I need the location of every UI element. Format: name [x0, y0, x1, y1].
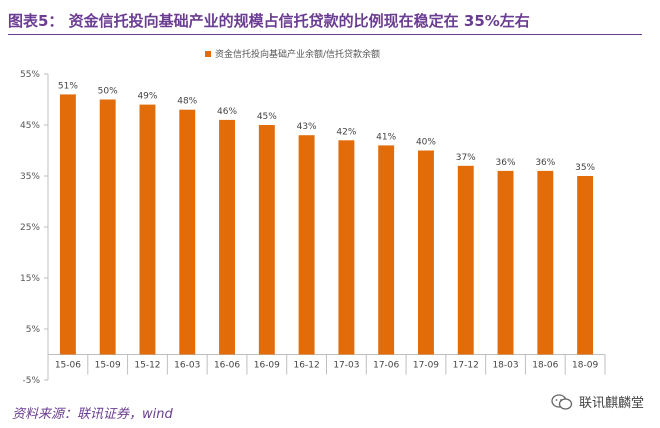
y-tick-label: 15%: [20, 274, 40, 284]
bar: [577, 176, 594, 355]
bar: [99, 99, 116, 355]
wechat-icon: [551, 393, 573, 410]
data-label: 35%: [575, 163, 595, 173]
x-tick-label: 16-12: [294, 361, 320, 371]
data-label: 49%: [137, 92, 157, 102]
y-tick-label: 25%: [20, 223, 40, 233]
data-label: 36%: [496, 158, 516, 168]
y-tick-label: 55%: [20, 70, 40, 80]
data-label: 45%: [257, 112, 277, 122]
x-tick-label: 17-09: [413, 361, 439, 371]
data-label: 46%: [217, 107, 237, 117]
watermark-label: 联讯麒麟堂: [578, 396, 644, 411]
data-label: 43%: [297, 122, 317, 132]
x-tick-label: 16-09: [254, 361, 280, 371]
legend-label: 资金信托投向基础产业余额/信托贷款余额: [215, 50, 381, 60]
x-tick-label: 15-09: [95, 361, 121, 371]
bar: [497, 170, 514, 355]
bar: [139, 104, 156, 355]
y-tick-label: 35%: [20, 172, 40, 182]
data-label: 37%: [456, 153, 476, 163]
x-tick-label: 17-03: [333, 361, 359, 371]
bar: [378, 145, 395, 355]
bar: [59, 94, 76, 355]
x-tick-label: 17-06: [373, 361, 399, 371]
x-tick-label: 15-12: [134, 361, 160, 371]
y-tick-label: 5%: [26, 325, 41, 335]
chart-title: 图表5： 资金信托投向基础产业的规模占信托贷款的比例现在稳定在 35%左右: [8, 12, 530, 30]
x-tick-label: 16-03: [174, 361, 200, 371]
bar: [258, 125, 275, 355]
x-tick-label: 17-12: [453, 361, 479, 371]
title-divider: [8, 34, 642, 35]
bar: [418, 150, 434, 355]
y-tick-label: 45%: [20, 121, 40, 131]
data-label: 51%: [58, 81, 78, 91]
bar: [338, 140, 355, 355]
bar: [537, 170, 554, 355]
x-tick-label: 18-06: [532, 361, 558, 371]
chart-legend: 资金信托投向基础产业余额/信托贷款余额: [205, 47, 380, 60]
bar: [457, 165, 474, 355]
data-label: 40%: [416, 138, 436, 148]
data-label: 50%: [98, 87, 118, 97]
x-tick-label: 18-03: [492, 361, 518, 371]
bar: [298, 135, 315, 355]
data-label: 48%: [177, 97, 197, 107]
data-label: 36%: [535, 158, 555, 168]
x-tick-label: 18-09: [572, 361, 598, 371]
bar: [179, 109, 196, 355]
bar: [219, 119, 235, 355]
source-note: 资料来源：联讯证券，wind: [12, 407, 173, 422]
data-label: 41%: [376, 132, 396, 142]
data-label: 42%: [336, 127, 356, 137]
watermark: 联讯麒麟堂: [551, 392, 644, 411]
x-tick-label: 15-06: [55, 361, 81, 371]
y-tick-label: -5%: [22, 376, 40, 386]
x-tick-label: 16-06: [214, 361, 240, 371]
legend-swatch: [205, 50, 211, 57]
bar-chart: -5% 5% 15% 25% 35% 45% 55% 15-06 15-09 15-12 16-03…: [20, 70, 606, 386]
